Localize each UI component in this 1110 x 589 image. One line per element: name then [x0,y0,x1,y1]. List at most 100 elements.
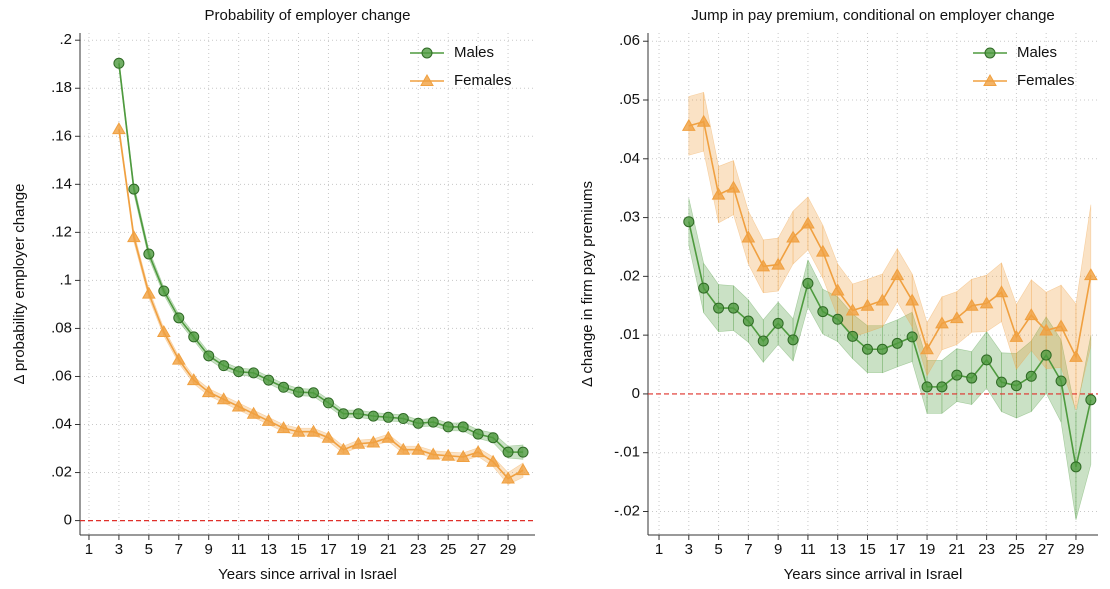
marker [786,230,800,243]
x-tick-label: 25 [440,541,457,558]
marker [307,387,319,399]
marker [772,317,784,329]
marker [233,366,245,378]
marker [741,230,756,243]
marker [291,424,306,437]
y-tick-label: .08 [51,319,72,336]
marker [1040,349,1052,361]
marker [787,334,799,346]
marker [875,293,890,306]
marker [337,408,349,420]
marker [127,230,141,243]
marker [994,285,1009,298]
y-tick-label: -.02 [614,502,640,519]
marker [832,313,844,325]
marker [1010,380,1022,392]
marker [143,248,155,260]
marker [441,448,456,461]
marker [321,430,336,443]
chart-title: Jump in pay premium, conditional on empl… [691,7,1055,24]
x-tick-label: 27 [470,541,487,558]
marker [847,330,859,342]
series-line [688,221,1092,467]
marker [1083,268,1098,281]
marker [381,430,396,443]
y-tick-label: .06 [51,367,72,384]
marker [1054,319,1068,332]
x-tick-label: 5 [145,541,153,558]
marker [352,408,364,420]
x-tick-label: 15 [290,541,307,558]
x-tick-label: 5 [714,541,722,558]
marker [248,367,260,379]
x-axis-label: Years since arrival in Israel [784,566,963,583]
y-tick-label: .2 [59,31,72,48]
marker [696,114,711,127]
x-tick-label: 17 [889,541,906,558]
legend-label: Males [1017,44,1057,61]
marker [1039,323,1054,336]
marker [486,454,500,467]
marker [158,285,170,297]
marker [367,410,379,422]
marker [801,216,815,229]
marker [964,298,979,311]
marker [293,386,305,398]
panel: Probability of employer change 0 .02 .04 .06… [11,7,535,583]
confidence-band [1045,284,1062,369]
marker [421,47,433,59]
x-tick-label: 11 [800,541,816,558]
legend-label: Females [454,72,512,89]
marker [487,432,499,444]
x-tick-label: 23 [978,541,995,558]
y-tick-label: .05 [619,91,640,108]
marker [411,442,426,455]
marker [427,416,439,428]
y-tick-label: .04 [619,150,640,167]
marker [420,73,434,86]
marker [113,57,125,69]
marker [906,331,918,343]
x-tick-label: 25 [1008,541,1025,558]
x-tick-label: 19 [919,541,936,558]
marker [218,360,230,372]
marker [876,343,888,355]
marker [756,259,771,272]
x-tick-label: 9 [774,541,782,558]
x-tick-label: 7 [175,541,183,558]
series-line [118,63,524,453]
marker [517,446,529,458]
y-axis-label: Δ probability employer change [11,184,28,385]
x-tick-label: 19 [350,541,367,558]
x-axis-label: Years since arrival in Israel [218,566,397,583]
y-tick-label: .18 [51,79,72,96]
marker [322,397,334,409]
marker [351,436,366,449]
marker [1069,349,1083,362]
marker [966,372,978,384]
x-tick-label: 7 [744,541,752,558]
y-tick-label: .1 [59,271,72,288]
marker [397,413,409,425]
panel: Jump in pay premium, conditional on empl… [579,7,1098,583]
marker [442,421,454,433]
confidence-band [1060,284,1077,410]
marker [516,463,530,476]
marker [366,435,381,448]
marker [1025,370,1037,382]
confidence-band [1030,279,1047,370]
marker [276,421,291,434]
marker [128,183,140,195]
marker [457,421,469,433]
marker [757,335,769,347]
marker [396,442,411,455]
marker [336,442,351,455]
x-tick-label: 21 [948,541,965,558]
marker [216,392,231,405]
y-tick-label: .01 [619,326,640,343]
marker [173,312,185,324]
x-tick-label: 17 [320,541,337,558]
marker [681,118,696,131]
x-tick-label: 3 [685,541,693,558]
marker [186,373,201,386]
